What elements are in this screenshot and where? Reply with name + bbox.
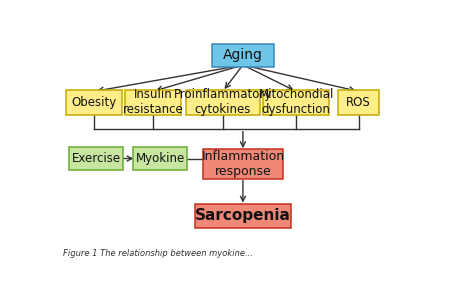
FancyBboxPatch shape — [263, 90, 329, 115]
FancyBboxPatch shape — [134, 147, 187, 170]
Text: Mitochondial
dysfunction: Mitochondial dysfunction — [258, 88, 334, 116]
FancyBboxPatch shape — [69, 147, 123, 170]
Text: Myokine: Myokine — [136, 152, 185, 165]
Text: Obesity: Obesity — [72, 96, 117, 109]
FancyBboxPatch shape — [195, 204, 291, 228]
Text: ROS: ROS — [346, 96, 371, 109]
Text: Figure 1 The relationship between myokine...: Figure 1 The relationship between myokin… — [63, 249, 253, 258]
FancyBboxPatch shape — [66, 90, 122, 115]
FancyBboxPatch shape — [211, 44, 274, 67]
Text: Inflammation
response: Inflammation response — [201, 150, 284, 178]
FancyBboxPatch shape — [186, 90, 260, 115]
FancyBboxPatch shape — [125, 90, 181, 115]
Text: Sarcopenia: Sarcopenia — [195, 208, 291, 224]
FancyBboxPatch shape — [338, 90, 379, 115]
Text: Aging: Aging — [223, 48, 263, 62]
FancyBboxPatch shape — [203, 149, 283, 179]
Text: Insulin
resistance: Insulin resistance — [123, 88, 183, 116]
Text: Proinflammatory
cytokines: Proinflammatory cytokines — [173, 88, 272, 116]
Text: Exercise: Exercise — [72, 152, 120, 165]
